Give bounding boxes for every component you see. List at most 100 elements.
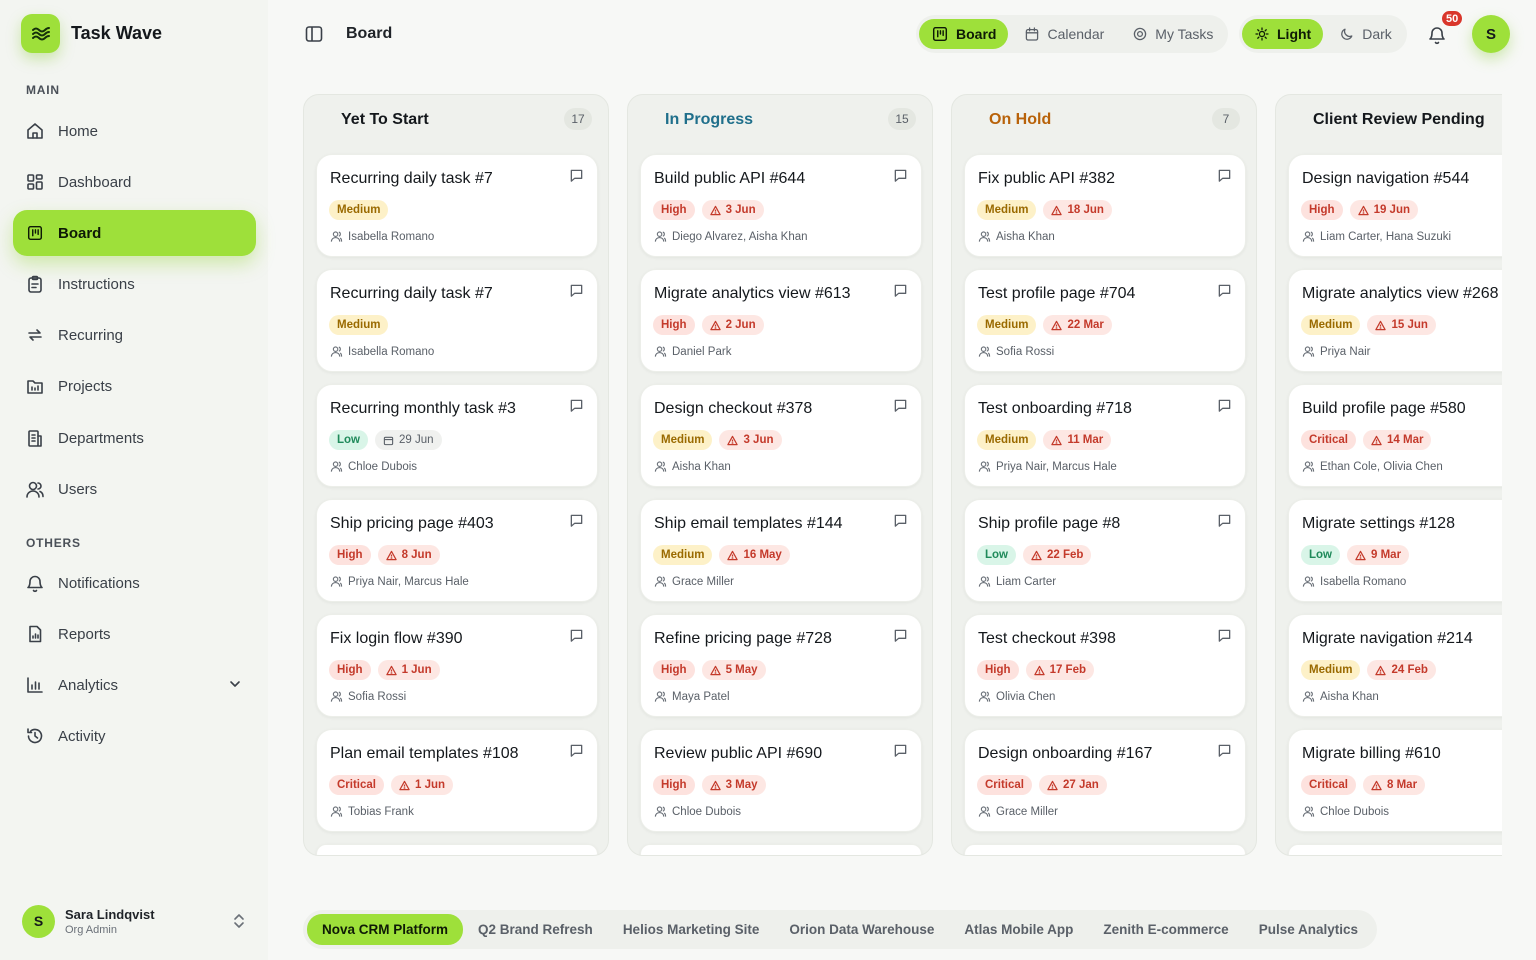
- task-card[interactable]: Build public API #644 High 3 Jun Diego A…: [640, 154, 922, 257]
- task-card[interactable]: Fix login flow #390 High 1 Jun Sofia Ros…: [316, 614, 598, 717]
- task-card[interactable]: Ship profile page #8 Low 22 Feb Liam Car…: [964, 499, 1246, 602]
- task-card[interactable]: Ship email templates #144 Medium 16 May …: [640, 499, 922, 602]
- task-card[interactable]: Migrate analytics view #613 High 2 Jun D…: [640, 269, 922, 372]
- view-tab-board[interactable]: Board: [919, 19, 1009, 49]
- task-card[interactable]: Design navigation #544 High 19 Jun Liam …: [1288, 154, 1502, 257]
- task-card[interactable]: Test profile page #704 Medium 22 Mar Sof…: [964, 269, 1246, 372]
- priority-badge: Medium: [329, 200, 389, 220]
- task-card[interactable]: Review public API #690 High 3 May Chloe …: [640, 729, 922, 832]
- view-tab-my-tasks[interactable]: My Tasks: [1120, 19, 1225, 49]
- project-tab-nova-crm-platform[interactable]: Nova CRM Platform: [307, 914, 464, 945]
- task-card-partial[interactable]: [964, 844, 1246, 855]
- sidebar-item-reports[interactable]: Reports: [13, 611, 256, 657]
- theme-option-dark[interactable]: Dark: [1327, 19, 1404, 49]
- sidebar-item-users[interactable]: Users: [13, 466, 256, 512]
- task-card-partial[interactable]: [1288, 844, 1502, 855]
- sidebar-item-departments[interactable]: Departments: [13, 415, 256, 461]
- chevron-down-icon[interactable]: [228, 677, 242, 695]
- task-card[interactable]: Migrate analytics view #268 Medium 15 Ju…: [1288, 269, 1502, 372]
- due-date-badge: 16 May: [719, 545, 790, 565]
- task-card[interactable]: Test checkout #398 High 17 Feb Olivia Ch…: [964, 614, 1246, 717]
- task-card[interactable]: Recurring daily task #7 Medium Isabella …: [316, 269, 598, 372]
- brand[interactable]: Task Wave: [21, 14, 162, 53]
- theme-option-light[interactable]: Light: [1242, 19, 1324, 49]
- due-date-badge: 15 Jun: [1367, 315, 1436, 335]
- comment-icon[interactable]: [569, 168, 584, 183]
- task-card[interactable]: Plan email templates #108 Critical 1 Jun…: [316, 729, 598, 832]
- sidebar-item-instructions[interactable]: Instructions: [13, 261, 256, 307]
- comment-icon[interactable]: [569, 513, 584, 528]
- comment-icon[interactable]: [569, 628, 584, 643]
- priority-badge: Medium: [1301, 315, 1361, 335]
- task-card[interactable]: Build profile page #580 Critical 14 Mar …: [1288, 384, 1502, 487]
- comment-icon[interactable]: [893, 168, 908, 183]
- task-card[interactable]: Migrate navigation #214 Medium 24 Feb Ai…: [1288, 614, 1502, 717]
- sidebar-item-board[interactable]: Board: [13, 210, 256, 256]
- sidebar-item-projects[interactable]: Projects: [13, 363, 256, 409]
- task-card[interactable]: Refine pricing page #728 High 5 May Maya…: [640, 614, 922, 717]
- task-card[interactable]: Recurring daily task #7 Medium Isabella …: [316, 154, 598, 257]
- sidebar-item-recurring[interactable]: Recurring: [13, 312, 256, 358]
- task-card[interactable]: Ship pricing page #403 High 8 Jun Priya …: [316, 499, 598, 602]
- notifications-bell-icon[interactable]: [1426, 24, 1448, 46]
- analytics-icon: [25, 675, 45, 695]
- task-card[interactable]: Design checkout #378 Medium 3 Jun Aisha …: [640, 384, 922, 487]
- view-tab-calendar[interactable]: Calendar: [1012, 19, 1116, 49]
- project-tab-helios-marketing-site[interactable]: Helios Marketing Site: [622, 922, 760, 937]
- assignee-names: Maya Patel: [672, 690, 730, 703]
- task-card[interactable]: Fix public API #382 Medium 18 Jun Aisha …: [964, 154, 1246, 257]
- due-date-badge: 9 Mar: [1347, 545, 1410, 565]
- project-tab-zenith-e-commerce[interactable]: Zenith E-commerce: [1103, 922, 1229, 937]
- clipboard-icon: [25, 274, 45, 294]
- users-icon: [978, 805, 991, 818]
- profile-avatar[interactable]: S: [1472, 15, 1510, 53]
- project-tab-atlas-mobile-app[interactable]: Atlas Mobile App: [964, 922, 1074, 937]
- sidebar-item-notifications[interactable]: Notifications: [13, 560, 256, 606]
- alert-triangle-icon: [399, 780, 410, 791]
- task-card[interactable]: Migrate settings #128 Low 9 Mar Isabella…: [1288, 499, 1502, 602]
- sidebar-item-analytics[interactable]: Analytics: [13, 662, 256, 708]
- users-icon: [330, 460, 343, 473]
- comment-icon[interactable]: [893, 398, 908, 413]
- assignee-names: Tobias Frank: [348, 805, 414, 818]
- comment-icon[interactable]: [1217, 398, 1232, 413]
- task-tags: High 17 Feb: [977, 660, 1094, 680]
- comment-icon[interactable]: [893, 743, 908, 758]
- task-card[interactable]: Design onboarding #167 Critical 27 Jan G…: [964, 729, 1246, 832]
- user-account-switcher[interactable]: S Sara Lindqvist Org Admin: [13, 895, 256, 947]
- project-tab-q2-brand-refresh[interactable]: Q2 Brand Refresh: [478, 922, 593, 937]
- comment-icon[interactable]: [893, 513, 908, 528]
- sidebar-toggle-icon[interactable]: [304, 24, 324, 44]
- sidebar-item-dashboard[interactable]: Dashboard: [13, 159, 256, 205]
- task-tags: Medium: [329, 315, 389, 335]
- comment-icon[interactable]: [1217, 743, 1232, 758]
- comment-icon[interactable]: [569, 743, 584, 758]
- sidebar-item-label: Dashboard: [58, 173, 132, 191]
- task-tags: High 3 Jun: [653, 200, 764, 220]
- task-assignees: Aisha Khan: [1302, 690, 1379, 703]
- task-card[interactable]: Migrate billing #610 Critical 8 Mar Chlo…: [1288, 729, 1502, 832]
- users-icon: [1302, 690, 1315, 703]
- comment-icon[interactable]: [569, 283, 584, 298]
- comment-icon[interactable]: [893, 628, 908, 643]
- due-date-badge: 27 Jan: [1039, 775, 1107, 795]
- sidebar-item-home[interactable]: Home: [13, 108, 256, 154]
- task-tags: Critical 27 Jan: [977, 775, 1107, 795]
- project-tab-pulse-analytics[interactable]: Pulse Analytics: [1258, 922, 1358, 937]
- sidebar-item-activity[interactable]: Activity: [13, 713, 256, 759]
- comment-icon[interactable]: [569, 398, 584, 413]
- comment-icon[interactable]: [1217, 513, 1232, 528]
- task-card[interactable]: Recurring monthly task #3 Low 29 Jun Chl…: [316, 384, 598, 487]
- column-title: On Hold: [989, 111, 1052, 128]
- priority-badge: Critical: [1301, 430, 1356, 450]
- project-tab-orion-data-warehouse[interactable]: Orion Data Warehouse: [789, 922, 935, 937]
- comment-icon[interactable]: [893, 283, 908, 298]
- comment-icon[interactable]: [1217, 628, 1232, 643]
- task-card-partial[interactable]: [316, 844, 598, 855]
- comment-icon[interactable]: [1217, 283, 1232, 298]
- comment-icon[interactable]: [1217, 168, 1232, 183]
- task-card[interactable]: Test onboarding #718 Medium 11 Mar Priya…: [964, 384, 1246, 487]
- board-icon: [25, 223, 45, 243]
- alert-triangle-icon: [709, 780, 721, 791]
- task-card-partial[interactable]: [640, 844, 922, 855]
